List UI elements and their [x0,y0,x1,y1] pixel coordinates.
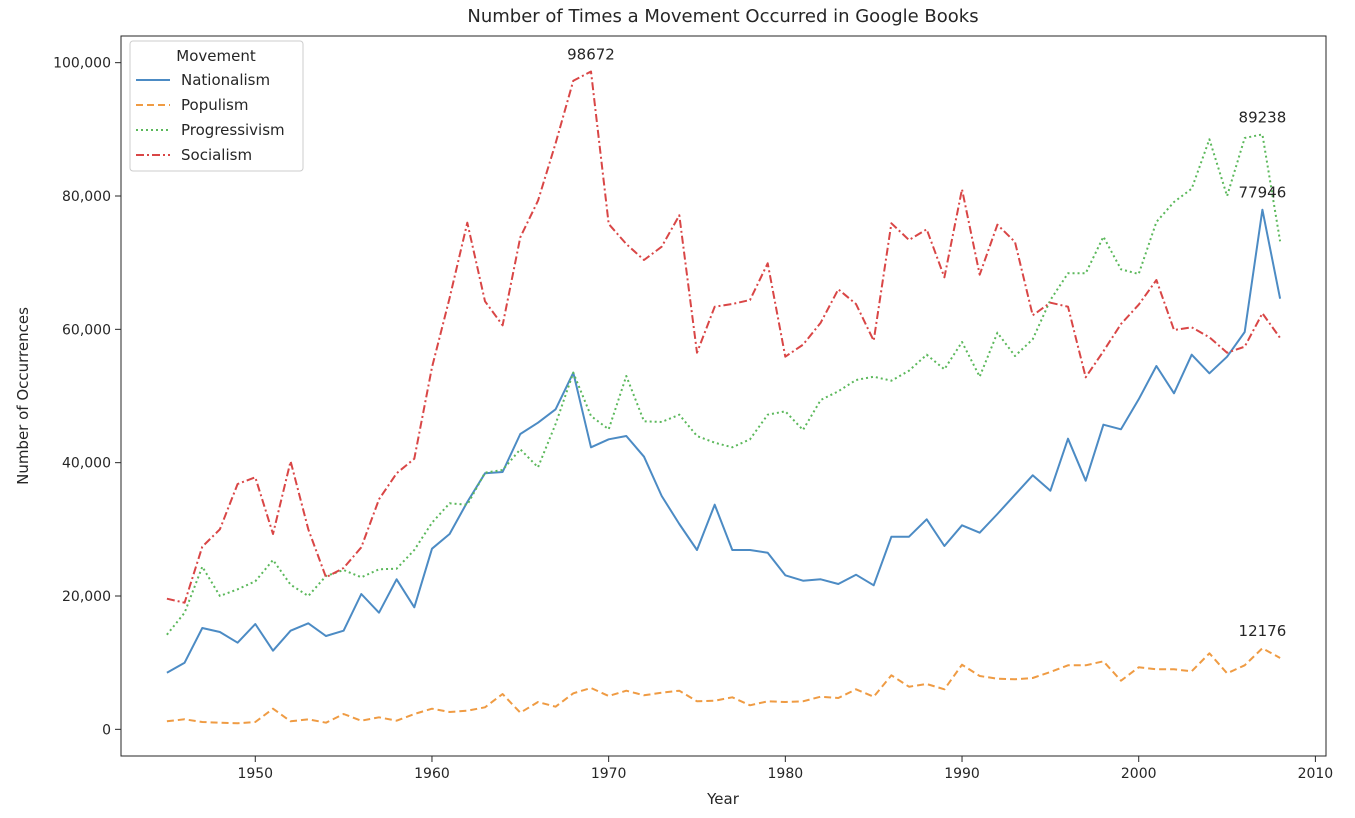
x-tick-label: 1950 [237,766,273,782]
y-axis-title: Number of Occurrences [14,307,32,485]
plot-frame [120,35,1327,757]
legend-label-populism: Populism [181,96,248,114]
y-tick-label: 100,000 [53,56,111,72]
series-line-socialism [166,70,1281,604]
series-line-progressivism [166,133,1282,636]
y-axis: 0 20,000 40,000 60,000 80,000 100,000 [53,56,121,738]
x-tick-label: 1960 [414,766,450,782]
annotations: 98672 89238 77946 12176 [567,46,1286,641]
legend-label-nationalism: Nationalism [181,71,270,89]
x-axis-title: Year [706,790,740,808]
y-tick-label: 0 [102,722,111,738]
y-tick-label: 40,000 [62,456,111,472]
peak-annotation: 77946 [1239,184,1287,202]
series-line-populism [166,647,1281,725]
legend: Movement Nationalism Populism Progressivis… [129,40,304,172]
peak-annotation: 89238 [1239,108,1287,126]
legend-title: Movement [176,47,256,65]
legend-label-socialism: Socialism [181,146,252,164]
peak-annotation: 12176 [1239,622,1287,640]
series-lines [166,70,1282,725]
series-line-nationalism [166,208,1282,674]
x-tick-label: 1970 [591,766,627,782]
y-tick-label: 60,000 [62,322,111,338]
x-tick-label: 2000 [1121,766,1157,782]
legend-label-progressivism: Progressivism [181,121,285,139]
peak-annotation: 98672 [567,46,615,64]
y-tick-label: 20,000 [62,589,111,605]
x-tick-label: 2010 [1298,766,1334,782]
x-axis: 1950 1960 1970 1980 1990 2000 2010 [237,756,1333,782]
chart-title: Number of Times a Movement Occurred in G… [467,6,978,27]
legend-frame [129,40,304,172]
x-tick-label: 1990 [944,766,980,782]
x-tick-label: 1980 [768,766,804,782]
y-tick-label: 80,000 [62,189,111,205]
